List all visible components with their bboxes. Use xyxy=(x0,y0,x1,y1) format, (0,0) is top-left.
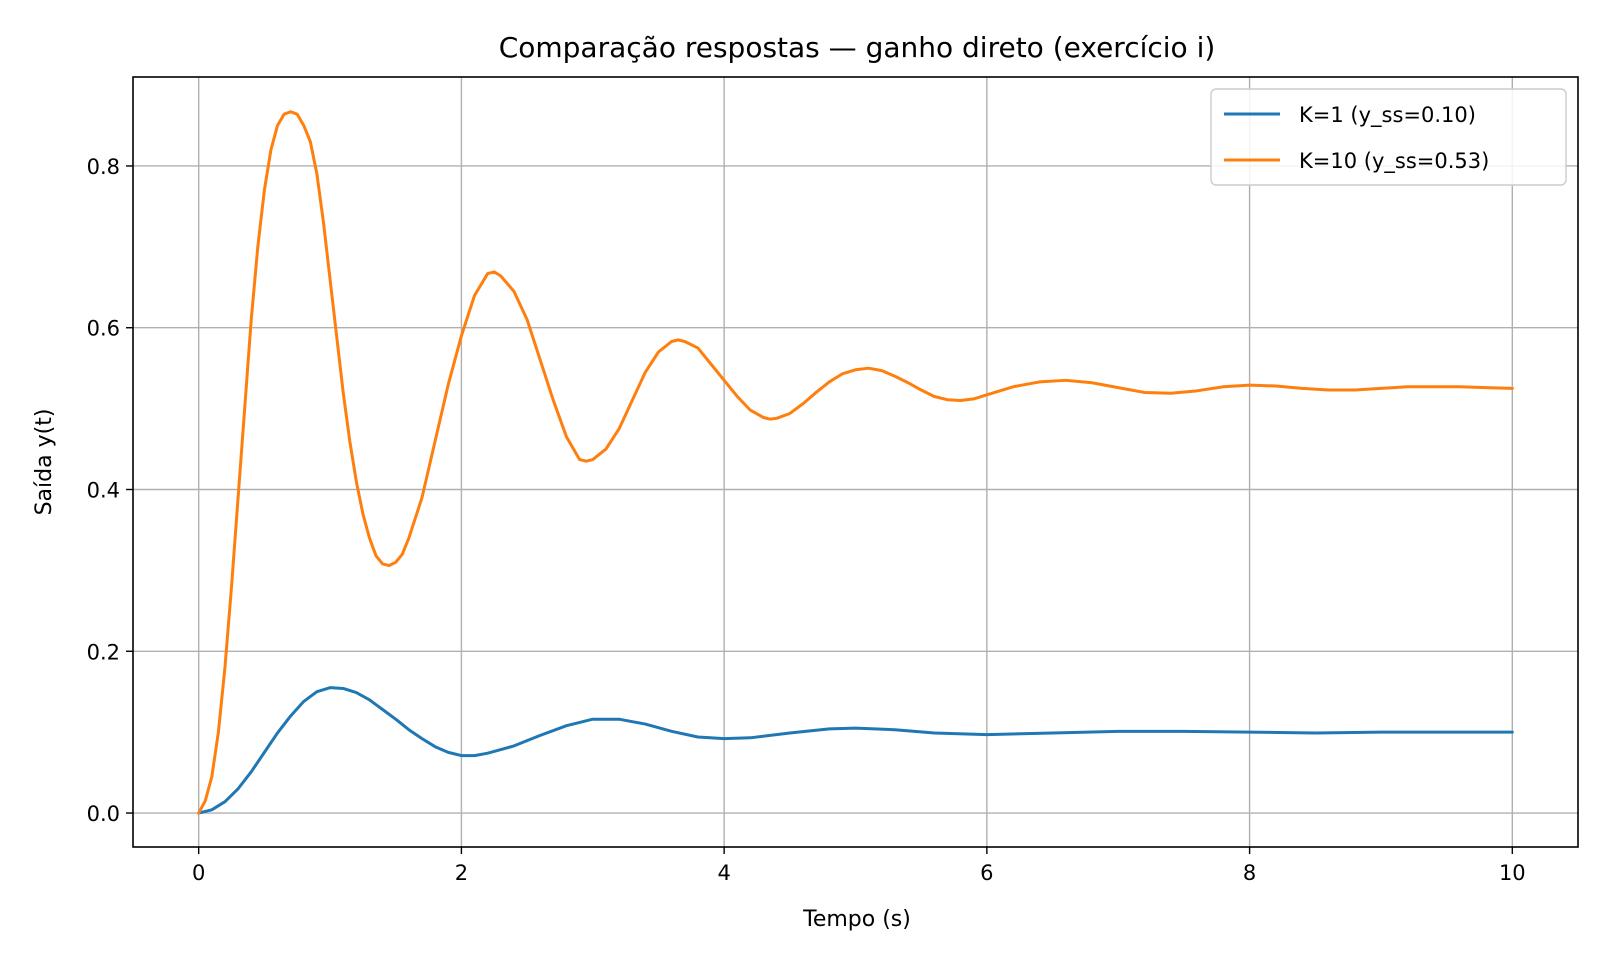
x-axis-label: Tempo (s) xyxy=(802,907,911,932)
y-tick-label: 0.2 xyxy=(87,640,120,664)
legend-label-1: K=1 (y_ss=0.10) xyxy=(1299,103,1476,128)
legend-box xyxy=(1210,88,1567,186)
series-line-1 xyxy=(197,686,1514,815)
chart-title: Comparação respostas — ganho direto (exe… xyxy=(499,31,1216,64)
x-tick-label: 2 xyxy=(455,861,468,885)
legend: K=1 (y_ss=0.10) K=10 (y_ss=0.53) xyxy=(1210,88,1567,186)
y-axis-label: Saída y(t) xyxy=(32,409,57,516)
x-tick-label: 8 xyxy=(1243,861,1256,885)
x-tick-label: 6 xyxy=(980,861,993,885)
y-tick-label: 0.0 xyxy=(87,802,120,826)
legend-label-2: K=10 (y_ss=0.53) xyxy=(1299,149,1489,174)
series-line-2 xyxy=(197,110,1514,815)
x-tick-label: 4 xyxy=(717,861,730,885)
series-layer xyxy=(197,110,1514,815)
y-tick-label: 0.8 xyxy=(87,155,120,179)
x-tick-label: 10 xyxy=(1499,861,1526,885)
y-tick-label: 0.4 xyxy=(87,479,120,503)
y-tick-label: 0.6 xyxy=(87,317,120,341)
plot-frame xyxy=(132,76,1579,848)
x-tick-label: 0 xyxy=(192,861,205,885)
axis-ticks: 0 2 4 6 8 10 0.0 0.2 0.4 0.6 0.8 xyxy=(87,155,1526,885)
